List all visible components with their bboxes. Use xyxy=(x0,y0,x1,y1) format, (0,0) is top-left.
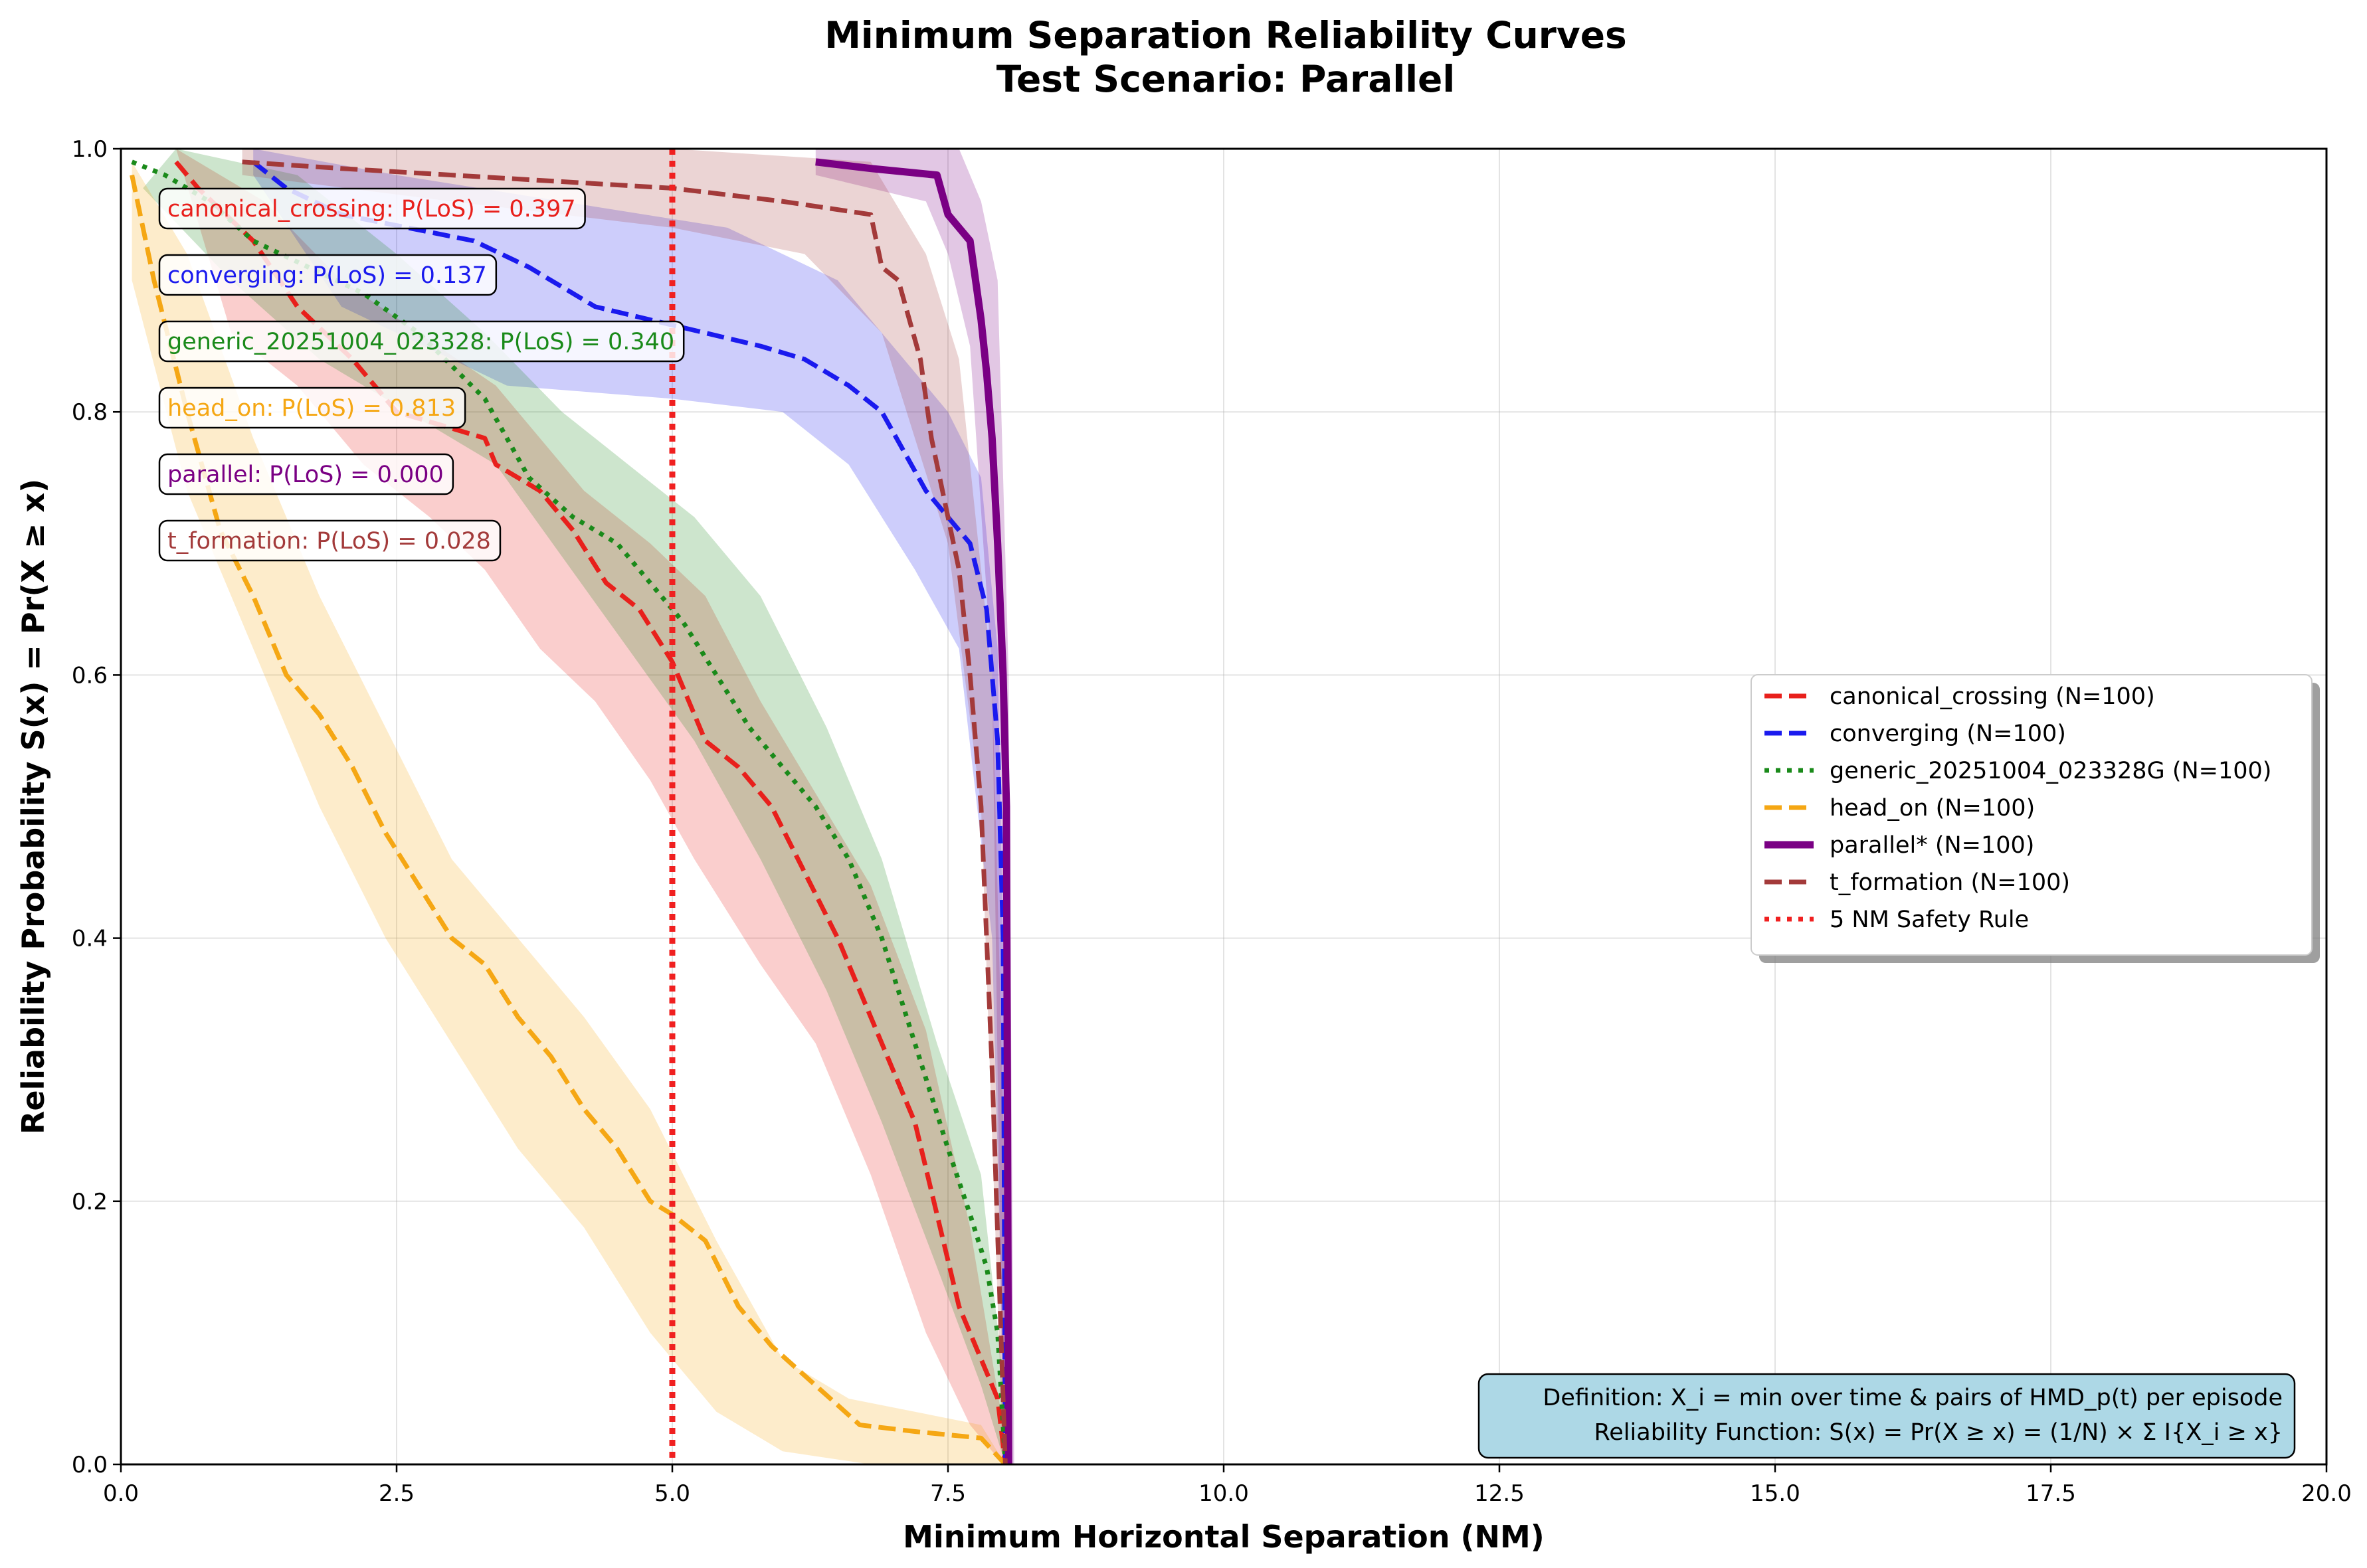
y-tick-label: 0.4 xyxy=(72,926,108,952)
legend-label: converging (N=100) xyxy=(1830,721,2066,747)
x-tick-label: 2.5 xyxy=(379,1480,415,1507)
chart-title: Minimum Separation Reliability Curves xyxy=(824,14,1627,56)
annotation-box xyxy=(158,519,502,562)
legend-label: 5 NM Safety Rule xyxy=(1830,907,2029,933)
y-tick-label: 0.2 xyxy=(72,1189,108,1215)
series-line xyxy=(252,160,1008,1464)
x-tick-label: 15.0 xyxy=(1750,1480,1800,1507)
los-annotations: canonical_crossing: P(LoS) = 0.397 conver… xyxy=(158,187,685,562)
x-tick-label: 5.0 xyxy=(654,1480,690,1507)
annotation-box xyxy=(158,453,454,495)
y-axis-label: Reliability Probability S(x) = Pr(X ≥ x) xyxy=(15,479,51,1134)
annotation-text: parallel: P(LoS) = 0.000 xyxy=(167,462,444,488)
annotation-text: head_on: P(LoS) = 0.813 xyxy=(167,395,456,422)
annotation-text: generic_20251004_023328: P(LoS) = 0.340 xyxy=(167,329,674,355)
los-annotation: t_formation: P(LoS) = 0.028 xyxy=(158,519,502,562)
series-line xyxy=(130,174,1007,1464)
definition-box-bg xyxy=(1477,1373,2296,1459)
series-lines xyxy=(130,158,1012,1464)
annotation-text: converging: P(LoS) = 0.137 xyxy=(167,262,487,289)
confidence-band xyxy=(815,149,1014,1464)
y-tick-label: 0.0 xyxy=(72,1452,108,1478)
annotation-box xyxy=(158,254,498,296)
definition-line-2: Reliability Function: S(x) = Pr(X ≥ x) =… xyxy=(1594,1419,2283,1446)
x-tick-label: 12.5 xyxy=(1474,1480,1525,1507)
los-annotation: canonical_crossing: P(LoS) = 0.397 xyxy=(158,187,586,230)
annotation-text: canonical_crossing: P(LoS) = 0.397 xyxy=(167,196,576,222)
x-tick-label: 7.5 xyxy=(930,1480,966,1507)
series-line xyxy=(174,160,1008,1464)
confidence-band xyxy=(143,149,1006,1464)
los-annotation: parallel: P(LoS) = 0.000 xyxy=(158,453,454,495)
confidence-band xyxy=(242,149,1006,1464)
legend-label: canonical_crossing (N=100) xyxy=(1830,683,2155,710)
legend-label: t_formation (N=100) xyxy=(1830,869,2070,896)
x-tick-label: 0.0 xyxy=(103,1480,139,1507)
y-tick-label: 1.0 xyxy=(72,136,108,163)
legend-label: head_on (N=100) xyxy=(1830,795,2035,822)
definition-line-1: Definition: X_i = min over time & pairs … xyxy=(1543,1385,2283,1411)
legend-label: parallel* (N=100) xyxy=(1830,832,2034,859)
annotation-box xyxy=(158,320,685,363)
legend-box xyxy=(1751,674,2313,956)
los-annotation: head_on: P(LoS) = 0.813 xyxy=(158,387,466,429)
series-line xyxy=(815,158,1012,1464)
x-axis-label: Minimum Horizontal Separation (NM) xyxy=(903,1519,1545,1555)
annotation-box xyxy=(158,187,586,230)
y-tick-label: 0.8 xyxy=(72,399,108,426)
los-annotation: generic_20251004_023328: P(LoS) = 0.340 xyxy=(158,320,685,363)
x-tick-label: 10.0 xyxy=(1198,1480,1249,1507)
series-line xyxy=(242,159,1008,1464)
definition-box: Definition: X_i = min over time & pairs … xyxy=(1477,1373,2296,1459)
y-tick-label: 0.6 xyxy=(72,662,108,689)
annotation-box xyxy=(158,387,466,429)
confidence-band xyxy=(132,161,1006,1464)
annotation-text: t_formation: P(LoS) = 0.028 xyxy=(167,528,491,555)
legend: canonical_crossing (N=100) converging (N=… xyxy=(1751,674,2320,963)
axis-ticks: 0.0 2.5 5.0 7.5 10.0 12.5 15.0 17.5 20.0 0.0 0.2 0.… xyxy=(72,136,2352,1507)
legend-label: generic_20251004_023328G (N=100) xyxy=(1830,758,2271,784)
x-tick-label: 17.5 xyxy=(2026,1480,2076,1507)
chart-subtitle: Test Scenario: Parallel xyxy=(996,58,1455,100)
los-annotation: converging: P(LoS) = 0.137 xyxy=(158,254,498,296)
x-tick-label: 20.0 xyxy=(2301,1480,2352,1507)
